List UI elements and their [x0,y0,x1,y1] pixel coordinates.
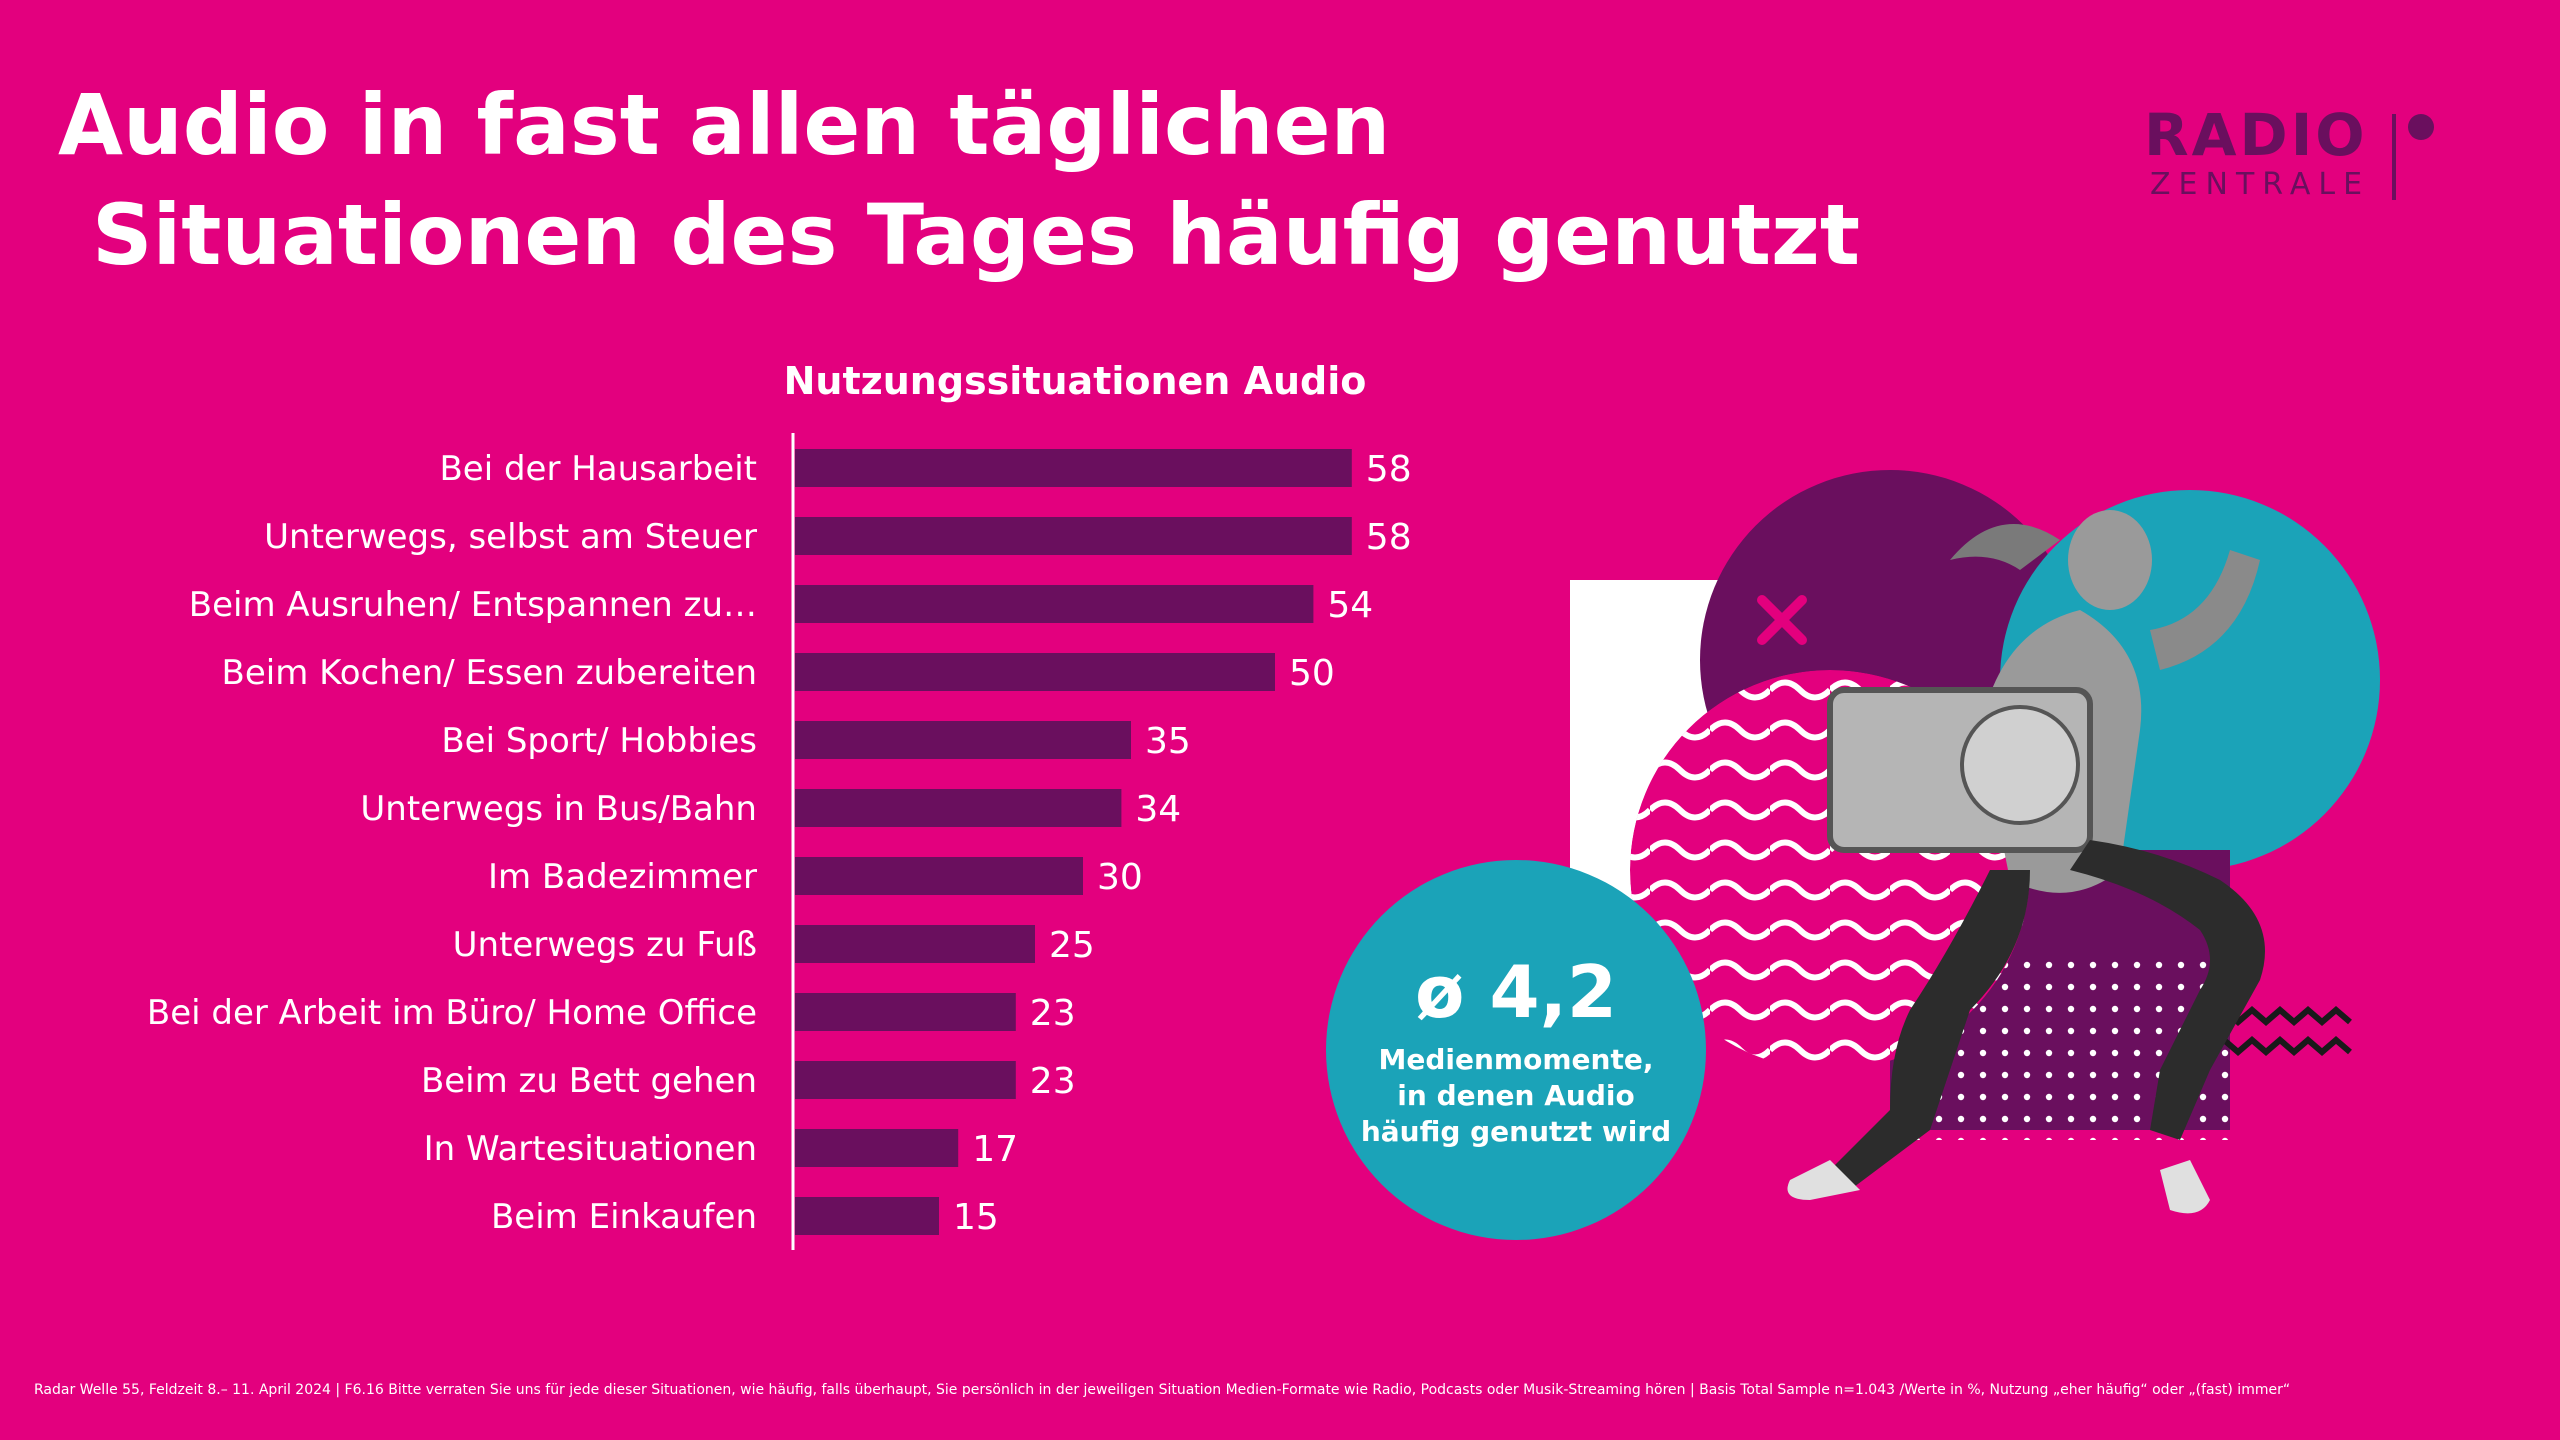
source-footnote: Radar Welle 55, Feldzeit 8.– 11. April 2… [34,1382,2291,1398]
average-badge: ø 4,2 Medienmomente, in denen Audio häuf… [1326,860,1706,1240]
category-label: In Wartesituationen [424,1129,757,1169]
bar-value-label: 50 [1289,653,1335,694]
bar-value-label: 15 [953,1197,999,1238]
category-label: Beim zu Bett gehen [421,1061,757,1101]
category-label: Bei Sport/ Hobbies [441,721,757,761]
bar [795,857,1083,895]
close-icon [1757,595,1807,645]
bar-value-label: 23 [1030,1061,1076,1102]
bar-value-label: 54 [1327,585,1373,626]
bar-value-label: 35 [1145,721,1191,762]
runner-figure [1787,510,2265,1214]
bar [795,653,1275,691]
bar [795,1061,1016,1099]
category-label: Bei der Hausarbeit [439,449,757,489]
category-label: Bei der Arbeit im Büro/ Home Office [147,993,757,1033]
category-label: Beim Ausruhen/ Entspannen zu… [189,585,757,625]
logo-dot-icon [2408,114,2434,140]
bar-value-label: 58 [1366,449,1412,490]
category-label: Im Badezimmer [488,857,757,897]
category-label: Beim Kochen/ Essen zubereiten [222,653,757,693]
logo-divider [2392,114,2396,200]
bar-value-label: 34 [1135,789,1181,830]
bar [795,925,1035,963]
page-title: Audio in fast allen täglichen Situatione… [58,70,2008,290]
bar [795,789,1122,827]
bar [795,993,1016,1031]
bar-value-label: 25 [1049,925,1095,966]
category-label: Unterwegs in Bus/Bahn [360,789,757,829]
category-label: Beim Einkaufen [491,1197,757,1237]
title-line-2: Situationen des Tages häufig genutzt [92,186,1861,284]
bar-value-label: 30 [1097,857,1143,898]
logo-text-radio: RADIO [2144,101,2368,169]
average-value: ø 4,2 [1414,950,1618,1034]
chart-title: Nutzungssituationen Audio [784,359,1367,403]
bar-value-label: 17 [972,1129,1018,1170]
category-label: Unterwegs, selbst am Steuer [264,517,757,557]
bar-value-label: 23 [1030,993,1076,1034]
bar [795,585,1314,623]
bar [795,721,1131,759]
title-line-1: Audio in fast allen täglichen [58,76,1391,174]
bar-value-label: 58 [1366,517,1412,558]
logo-text-zentrale: ZENTRALE [2150,167,2371,202]
bar-chart: Nutzungssituationen Audio Bei der Hausarb… [147,359,1412,1250]
bar [795,449,1352,487]
bar [795,1129,959,1167]
category-label: Unterwegs zu Fuß [453,925,757,965]
bar [795,517,1352,555]
bar [795,1197,939,1235]
average-caption: Medienmomente, in denen Audio häufig gen… [1360,1043,1672,1148]
radiozentrale-logo: RADIO ZENTRALE [2144,104,2444,204]
